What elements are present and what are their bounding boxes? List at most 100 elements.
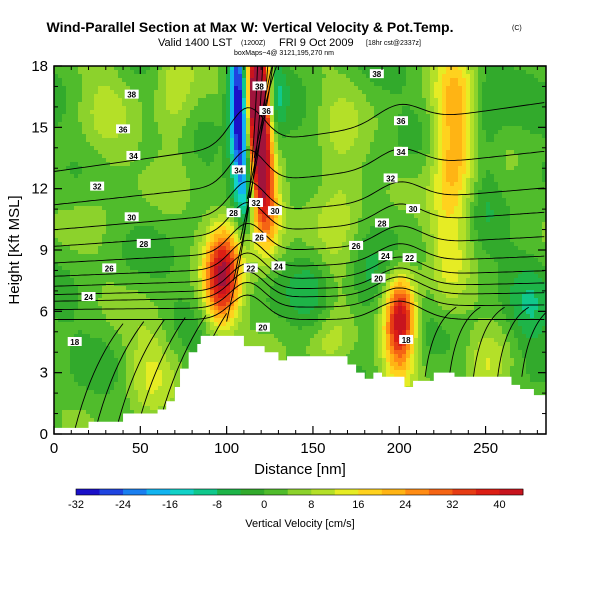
heatmap-cell — [178, 190, 183, 195]
heatmap-cell — [86, 126, 91, 131]
heatmap-cell — [346, 210, 351, 215]
heatmap-cell — [314, 190, 319, 195]
heatmap-cell — [58, 130, 63, 135]
heatmap-cell — [482, 198, 487, 203]
heatmap-cell — [454, 186, 459, 191]
heatmap-cell — [70, 186, 75, 191]
heatmap-cell — [478, 102, 483, 107]
heatmap-cell — [310, 158, 315, 163]
heatmap-cell — [270, 98, 275, 103]
heatmap-cell — [394, 138, 399, 143]
heatmap-cell — [250, 66, 255, 71]
heatmap-cell — [230, 158, 235, 163]
heatmap-cell — [286, 126, 291, 131]
heatmap-cell — [386, 86, 391, 91]
heatmap-cell — [190, 154, 195, 159]
heatmap-cell — [338, 74, 343, 79]
heatmap-cell — [330, 166, 335, 171]
heatmap-cell — [354, 74, 359, 79]
heatmap-cell — [358, 130, 363, 135]
heatmap-cell — [126, 206, 131, 211]
heatmap-cell — [542, 106, 546, 111]
heatmap-cell — [98, 114, 103, 119]
heatmap-cell — [218, 110, 223, 115]
heatmap-cell — [510, 118, 515, 123]
heatmap-cell — [206, 94, 211, 99]
heatmap-cell — [198, 90, 203, 95]
heatmap-cell — [398, 70, 403, 75]
heatmap-cell — [66, 146, 71, 151]
heatmap-cell — [478, 182, 483, 187]
heatmap-cell — [154, 218, 159, 223]
heatmap-cell — [466, 206, 471, 211]
heatmap-cell — [470, 70, 475, 75]
heatmap-cell — [386, 130, 391, 135]
heatmap-cell — [146, 198, 151, 203]
heatmap-cell — [130, 138, 135, 143]
heatmap-cell — [54, 210, 59, 215]
heatmap-cell — [150, 226, 155, 231]
heatmap-cell — [362, 150, 367, 155]
heatmap-cell — [70, 90, 75, 95]
heatmap-cell — [490, 194, 495, 199]
heatmap-cell — [314, 198, 319, 203]
heatmap-cell — [394, 66, 399, 71]
heatmap-cell — [74, 202, 79, 207]
heatmap-cell — [410, 174, 415, 179]
heatmap-cell — [538, 70, 543, 75]
heatmap-cell — [314, 66, 319, 71]
heatmap-cell — [122, 222, 127, 227]
heatmap-cell — [306, 82, 311, 87]
heatmap-cell — [390, 130, 395, 135]
heatmap-cell — [370, 86, 375, 91]
heatmap-cell — [214, 214, 219, 219]
heatmap-cell — [502, 186, 507, 191]
heatmap-cell — [438, 158, 443, 163]
heatmap-cell — [494, 186, 499, 191]
heatmap-cell — [366, 166, 371, 171]
heatmap-cell — [54, 162, 59, 167]
heatmap-cell — [454, 102, 459, 107]
heatmap-cell — [470, 170, 475, 175]
heatmap-cell — [494, 130, 499, 135]
heatmap-cell — [150, 90, 155, 95]
heatmap-cell — [86, 94, 91, 99]
heatmap-cell — [358, 110, 363, 115]
heatmap-cell — [346, 218, 351, 223]
heatmap-cell — [390, 182, 395, 187]
heatmap-cell — [118, 94, 123, 99]
heatmap-cell — [294, 194, 299, 199]
heatmap-cell — [170, 174, 175, 179]
heatmap-cell — [102, 90, 107, 95]
heatmap-cell — [294, 98, 299, 103]
heatmap-cell — [414, 194, 419, 199]
heatmap-cell — [458, 110, 463, 115]
heatmap-cell — [490, 70, 495, 75]
heatmap-cell — [478, 90, 483, 95]
heatmap-cell — [378, 110, 383, 115]
heatmap-cell — [426, 150, 431, 155]
heatmap-cell — [242, 138, 247, 143]
heatmap-cell — [162, 106, 167, 111]
heatmap-cell — [418, 210, 423, 215]
heatmap-cell — [278, 158, 283, 163]
heatmap-cell — [114, 166, 119, 171]
heatmap-cell — [54, 146, 59, 151]
heatmap-cell — [234, 202, 239, 207]
heatmap-cell — [394, 190, 399, 195]
heatmap-cell — [346, 202, 351, 207]
heatmap-cell — [154, 118, 159, 123]
heatmap-cell — [374, 138, 379, 143]
heatmap-cell — [206, 66, 211, 71]
heatmap-cell — [194, 134, 199, 139]
heatmap-cell — [362, 166, 367, 171]
heatmap-cell — [74, 158, 79, 163]
heatmap-cell — [318, 218, 323, 223]
heatmap-cell — [286, 202, 291, 207]
heatmap-cell — [214, 82, 219, 87]
heatmap-cell — [514, 134, 519, 139]
heatmap-cell — [322, 194, 327, 199]
heatmap-cell — [438, 210, 443, 215]
heatmap-cell — [314, 110, 319, 115]
heatmap-cell — [190, 198, 195, 203]
